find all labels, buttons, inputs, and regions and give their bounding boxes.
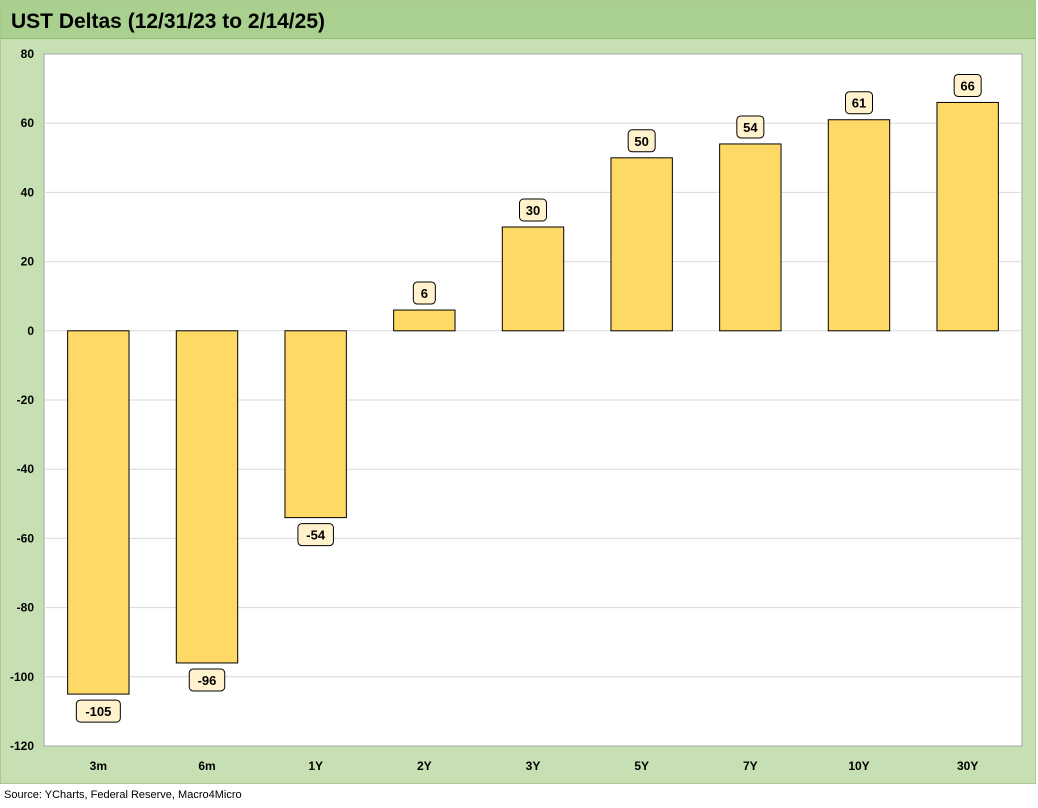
data-label-box — [412, 281, 436, 305]
x-tick-label: 2Y — [417, 759, 432, 773]
data-label: 66 — [960, 78, 974, 93]
data-label-box — [297, 523, 334, 547]
bars — [67, 101, 999, 695]
bar-30Y — [936, 101, 999, 332]
y-tick-label: -40 — [17, 462, 35, 476]
chart-frame: UST Deltas (12/31/23 to 2/14/25) 80 60 40 2… — [0, 0, 1036, 784]
bar-2Y — [393, 309, 456, 332]
x-tick-label: 5Y — [634, 759, 649, 773]
bar-5Y — [610, 157, 673, 332]
x-axis: 3m 6m 1Y 2Y 3Y 5Y 7Y 10Y 30Y — [90, 759, 979, 773]
y-tick-label: 20 — [21, 255, 35, 269]
y-tick-label: 40 — [21, 185, 35, 199]
y-tick-label: -80 — [17, 601, 35, 615]
data-label: 30 — [526, 203, 540, 218]
x-tick-label: 1Y — [308, 759, 323, 773]
x-tick-label: 3Y — [526, 759, 541, 773]
chart-title: UST Deltas (12/31/23 to 2/14/25) — [11, 10, 325, 33]
y-tick-label: -100 — [10, 670, 34, 684]
x-tick-label: 3m — [90, 759, 107, 773]
data-labels: -105 -96 -54 6 30 50 54 61 66 — [75, 73, 982, 723]
y-tick-label: 80 — [21, 47, 35, 61]
data-label: -96 — [198, 673, 217, 688]
data-label: -105 — [85, 704, 111, 719]
data-label-box — [845, 91, 873, 115]
x-tick-label: 10Y — [848, 759, 869, 773]
y-axis: 80 60 40 20 0 -20 -40 -60 -80 -100 -120 — [10, 47, 34, 753]
y-tick-label: 0 — [27, 324, 34, 338]
source-note: Source: YCharts, Federal Reserve, Macro4… — [4, 789, 242, 801]
x-tick-label: 7Y — [743, 759, 758, 773]
bar-6m — [175, 330, 239, 664]
x-tick-label: 30Y — [957, 759, 978, 773]
y-tick-label: -60 — [17, 531, 35, 545]
data-label: 6 — [421, 286, 428, 301]
x-tick-label: 6m — [198, 759, 215, 773]
data-label-box — [736, 115, 765, 139]
data-label: -54 — [306, 528, 326, 543]
title-bar: UST Deltas (12/31/23 to 2/14/25) — [1, 1, 1035, 39]
data-label-box — [519, 198, 547, 222]
data-label-box — [188, 668, 226, 692]
data-label-box — [627, 129, 656, 153]
data-label: 61 — [852, 96, 866, 111]
y-tick-label: -20 — [17, 393, 35, 407]
bar-1Y — [284, 330, 347, 519]
y-tick-label: -120 — [10, 739, 34, 753]
data-label: 54 — [743, 120, 758, 135]
bar-3Y — [501, 226, 565, 332]
bar-3m — [67, 330, 130, 695]
data-label-box — [953, 73, 982, 97]
bar-10Y — [827, 119, 891, 332]
data-label: 50 — [634, 134, 648, 149]
bar-chart: 80 60 40 20 0 -20 -40 -60 -80 -100 -120 3m 6m 1Y 2Y 3Y… — [10, 47, 1023, 773]
bar-7Y — [719, 143, 782, 332]
y-tick-label: 60 — [21, 116, 35, 130]
data-label-box — [75, 699, 121, 723]
